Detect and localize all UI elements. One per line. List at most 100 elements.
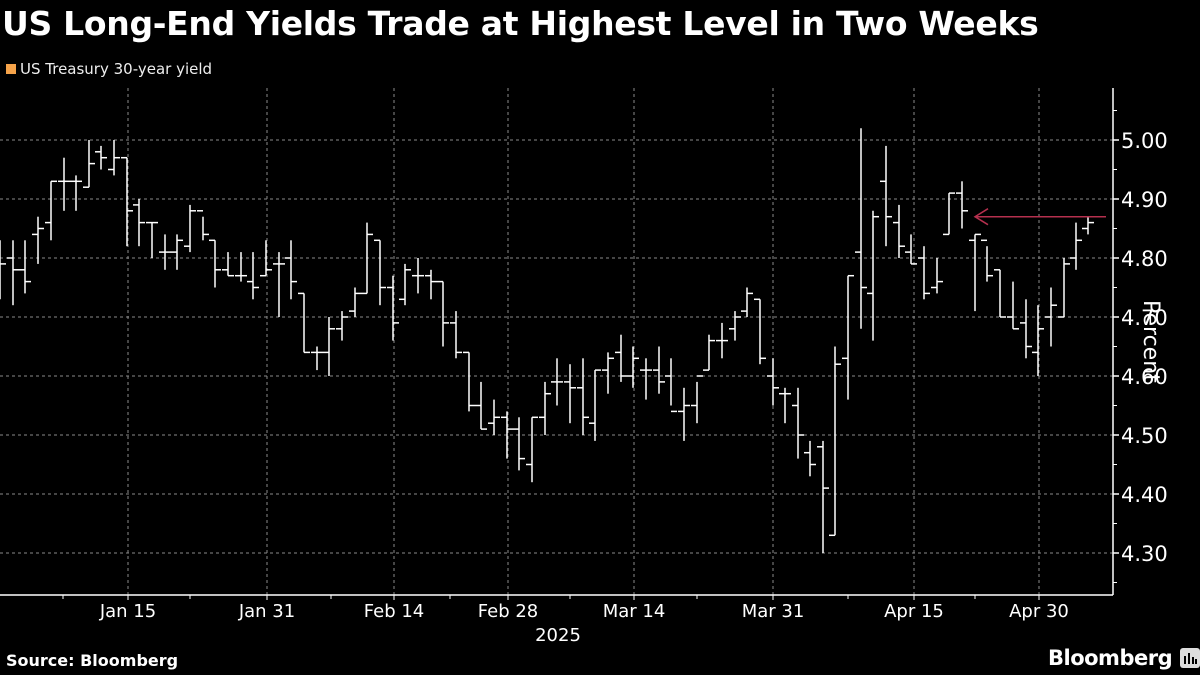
arrow-annotation xyxy=(973,208,1106,226)
ohlc-bar xyxy=(640,358,652,400)
ohlc-bar xyxy=(703,334,715,371)
ohlc-bar xyxy=(273,252,285,317)
ohlc-bar xyxy=(45,180,57,241)
ohlc-bar xyxy=(602,352,614,394)
ohlc-bar xyxy=(501,411,513,459)
ohlc-bar xyxy=(298,292,310,354)
ohlc-bar xyxy=(716,322,728,359)
ohlc-bar xyxy=(488,399,500,435)
ohlc-bar xyxy=(83,140,95,188)
ohlc-bar xyxy=(1020,299,1032,359)
x-tick-label: Mar 14 xyxy=(603,601,666,622)
ohlc-bar xyxy=(754,298,766,365)
ohlc-bar xyxy=(70,175,82,211)
ohlc-bar xyxy=(58,157,70,211)
axes: 4.30 4.40 4.50 4.60 4.70 4.80 4.90 5.00 Jan 15 Ja… xyxy=(0,88,1168,646)
ohlc-bar xyxy=(653,346,665,394)
ohlc-bar xyxy=(19,240,31,294)
ohlc-bar xyxy=(893,204,905,258)
x-tick-label: Feb 28 xyxy=(478,601,539,622)
legend: US Treasury 30-year yield xyxy=(6,60,212,78)
x-tick-label: Mar 31 xyxy=(742,601,805,622)
ohlc-bar xyxy=(1070,222,1082,270)
ohlc-bar xyxy=(526,416,538,483)
ohlc-bar xyxy=(336,311,348,341)
y-tick-label: 4.90 xyxy=(1121,188,1168,212)
ohlc-bar xyxy=(691,375,703,424)
ohlc-bar xyxy=(425,269,437,300)
ohlc-bar xyxy=(260,240,272,277)
ohlc-bar xyxy=(209,239,221,288)
ohlc-bar xyxy=(905,234,917,265)
y-tick-label: 4.30 xyxy=(1121,542,1168,566)
ohlc-bar xyxy=(943,192,955,236)
ohlc-bar xyxy=(551,358,563,406)
ohlc-bar xyxy=(475,381,487,430)
ohlc-bar xyxy=(184,204,196,253)
ohlc-bar xyxy=(792,387,804,459)
ohlc-bar xyxy=(1058,258,1070,318)
y-tick-label: 4.70 xyxy=(1121,306,1168,330)
ohlc-bar xyxy=(564,364,576,424)
source-note: Source: Bloomberg xyxy=(6,651,179,670)
legend-swatch xyxy=(6,64,16,74)
ohlc-bar xyxy=(171,234,183,270)
ohlc-bar xyxy=(829,346,841,537)
ohlc-bar xyxy=(349,287,361,317)
y-tick-label: 4.60 xyxy=(1121,365,1168,389)
ohlc-bar xyxy=(577,358,589,435)
ohlc-bar xyxy=(108,140,120,176)
ohlc-bar xyxy=(374,239,386,306)
ohlc-bar xyxy=(729,311,741,341)
ohlc-bar xyxy=(678,387,690,441)
x-tick-label: Feb 14 xyxy=(364,601,425,622)
ohlc-bar xyxy=(804,440,816,477)
ohlc-bar xyxy=(197,210,209,241)
ohlc-bar xyxy=(741,287,753,317)
ohlc-bar xyxy=(399,263,411,306)
ohlc-bar xyxy=(285,240,297,300)
ohlc-bar xyxy=(159,234,171,270)
ohlc-bar xyxy=(412,258,424,294)
y-axis-label: Percent xyxy=(1138,300,1163,383)
y-tick-label: 4.50 xyxy=(1121,424,1168,448)
ohlc-bar xyxy=(767,358,779,406)
ohlc-bar xyxy=(1032,305,1044,376)
ohlc-bar xyxy=(842,274,854,400)
ohlc-bar xyxy=(0,240,6,300)
ohlc-bar xyxy=(956,181,968,229)
ohlc-bar xyxy=(880,145,892,247)
gridlines xyxy=(0,88,1113,595)
ohlc-bar xyxy=(311,346,323,371)
x-tick-label: Apr 15 xyxy=(884,601,944,622)
legend-label: US Treasury 30-year yield xyxy=(20,60,213,78)
ohlc-bar xyxy=(387,275,399,341)
bloomberg-brand: Bloomberg xyxy=(1048,646,1200,670)
ohlc-bar xyxy=(361,222,373,295)
ohlc-bar xyxy=(1045,287,1057,347)
ohlc-bar xyxy=(7,240,19,306)
ohlc-bar xyxy=(95,145,107,170)
ohlc-bar xyxy=(450,311,462,359)
ohlc-bar xyxy=(665,358,677,413)
ohlc-bars xyxy=(0,128,1094,553)
ohlc-bar xyxy=(121,156,133,247)
ohlc-bar xyxy=(323,317,335,376)
ohlc-bar xyxy=(994,269,1006,318)
ohlc-bar xyxy=(133,199,145,247)
x-tick-label: Jan 15 xyxy=(99,601,156,622)
brand-name: Bloomberg xyxy=(1048,646,1173,670)
ohlc-bar xyxy=(539,381,551,435)
chart-title: US Long-End Yields Trade at Highest Leve… xyxy=(2,4,1039,43)
y-tick-label: 4.80 xyxy=(1121,247,1168,271)
ohlc-bar xyxy=(247,252,259,300)
ohlc-bar xyxy=(235,252,247,282)
ohlc-bar xyxy=(437,280,449,347)
ohlc-bar xyxy=(867,210,879,341)
ohlc-bar xyxy=(981,239,993,282)
ohlc-bar xyxy=(931,258,943,294)
ohlc-bar xyxy=(1082,216,1094,235)
ohlc-bar xyxy=(463,351,475,412)
bloomberg-chart-icon xyxy=(1180,648,1200,668)
